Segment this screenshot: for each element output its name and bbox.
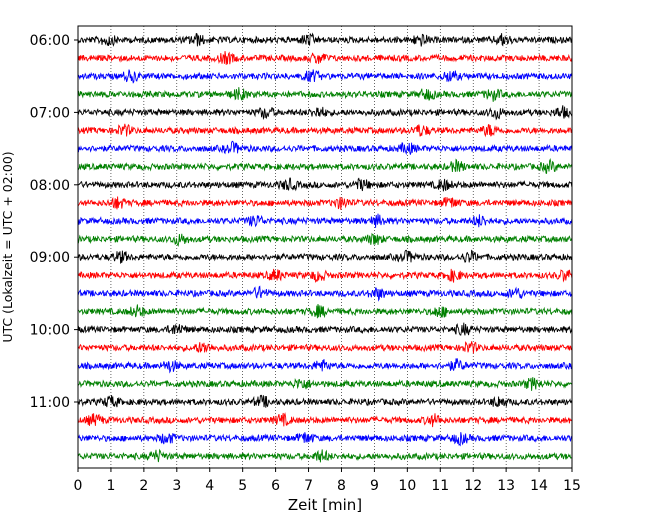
x-tick-label: 7: [304, 478, 313, 494]
seismic-trace: [77, 394, 573, 408]
y-axis-label: UTC (Lokalzeit = UTC + 02:00): [0, 151, 15, 342]
x-tick-label: 1: [106, 478, 115, 494]
x-tick-label: 0: [74, 478, 83, 494]
x-tick-label: 10: [398, 478, 416, 494]
x-axis-ticks: 0 1 2 3 4 5 6 7 8 9 10 11 12 13 14 15: [74, 468, 581, 494]
seismic-trace: [77, 249, 573, 264]
seismic-trace: [77, 177, 573, 192]
y-tick-label: 07:00: [30, 105, 70, 121]
seismic-trace: [77, 51, 573, 65]
x-tick-label: 2: [139, 478, 148, 494]
x-tick-label: 12: [464, 478, 482, 494]
x-tick-label: 3: [172, 478, 181, 494]
y-tick-label: 08:00: [30, 178, 70, 194]
seismic-trace: [77, 268, 573, 283]
seismic-trace: [77, 87, 573, 102]
seismic-trace: [77, 341, 573, 354]
seismic-trace: [77, 69, 573, 84]
seismic-trace: [77, 322, 573, 336]
x-tick-label: 13: [497, 478, 515, 494]
y-axis-ticks: 06:00 07:00 08:00 09:00 10:00 11:00: [30, 33, 78, 411]
seismic-trace: [77, 32, 573, 47]
x-axis-label: Zeit [min]: [288, 496, 362, 514]
x-tick-label: 14: [530, 478, 548, 494]
y-tick-label: 11:00: [30, 395, 70, 411]
seismic-trace: [77, 140, 573, 156]
x-tick-label: 11: [431, 478, 449, 494]
seismic-trace: [77, 105, 573, 121]
x-tick-label: 8: [337, 478, 346, 494]
y-tick-label: 10:00: [30, 323, 70, 339]
seismic-trace: [77, 377, 573, 391]
seismic-trace: [77, 123, 573, 138]
y-tick-label: 06:00: [30, 33, 70, 49]
seismic-trace: [77, 303, 573, 319]
plot-frame: [77, 25, 573, 469]
seismic-trace: [77, 158, 573, 175]
x-tick-label: 15: [563, 478, 581, 494]
x-tick-label: 5: [238, 478, 247, 494]
seismic-traces: [77, 32, 573, 463]
seismic-trace: [77, 196, 573, 210]
seismic-trace: [77, 232, 573, 247]
x-tick-label: 9: [370, 478, 379, 494]
seismic-trace: [77, 213, 573, 228]
seismic-trace: [77, 412, 573, 428]
y-tick-label: 09:00: [30, 250, 70, 266]
seismic-trace: [77, 358, 573, 374]
x-tick-label: 6: [271, 478, 280, 494]
seismic-trace: [77, 285, 573, 302]
seismic-trace: [77, 448, 573, 463]
plot-background: [78, 26, 572, 468]
x-tick-label: 4: [205, 478, 214, 494]
seismic-trace: [78, 432, 573, 447]
